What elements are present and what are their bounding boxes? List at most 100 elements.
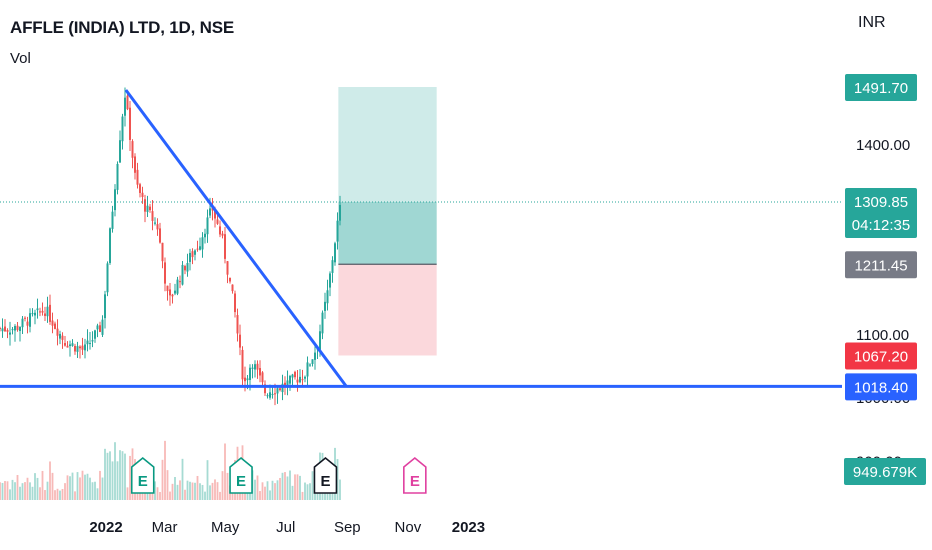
- candle-body: [76, 346, 79, 352]
- price-label-text: 1491.70: [854, 80, 908, 97]
- candle-body: [69, 344, 71, 347]
- candle-body: [31, 313, 34, 315]
- volume-bar: [299, 475, 301, 500]
- candle-body: [286, 380, 289, 387]
- candle-body: [174, 290, 176, 294]
- volume-bar: [111, 461, 114, 500]
- volume-bar: [226, 472, 229, 500]
- candle-body: [11, 329, 14, 331]
- volume-bar: [189, 481, 191, 500]
- volume-bar: [146, 490, 149, 500]
- candle-body: [109, 228, 111, 263]
- volume-bar: [24, 482, 26, 500]
- candle-body: [244, 377, 246, 382]
- volume-bar: [46, 481, 49, 500]
- volume-bar: [156, 487, 159, 500]
- candle-body: [19, 326, 21, 331]
- volume-bar: [261, 482, 264, 500]
- volume-bar: [166, 470, 169, 500]
- candle-body: [54, 323, 56, 329]
- volume-bar: [31, 486, 34, 500]
- candle-body: [134, 156, 136, 173]
- volume-bar: [119, 450, 121, 500]
- candle-body: [21, 318, 24, 328]
- candle-body: [16, 325, 19, 331]
- candle-body: [106, 263, 109, 293]
- volume-bar: [11, 479, 14, 500]
- candle-body: [269, 392, 271, 398]
- descending-trendline[interactable]: [124, 89, 348, 388]
- volume-bar: [54, 490, 56, 500]
- volume-bar: [76, 472, 79, 500]
- volume-bar: [39, 487, 41, 500]
- x-tick-label: 2023: [452, 519, 485, 536]
- candle-body: [196, 248, 199, 250]
- volume-bar: [66, 475, 69, 500]
- volume-bar: [71, 472, 74, 500]
- y-tick-label: 1100.00: [856, 327, 909, 344]
- candle-body: [281, 383, 284, 393]
- profit-zone[interactable]: [338, 86, 437, 265]
- candle-body: [311, 359, 314, 364]
- candle-body: [339, 204, 341, 221]
- candle-body: [234, 293, 236, 313]
- loss-zone[interactable]: [338, 264, 437, 356]
- candle-body: [309, 364, 311, 366]
- volume-bar: [281, 472, 284, 500]
- volume-bar: [336, 459, 339, 500]
- volume-bar: [154, 481, 156, 500]
- candle-body: [9, 332, 11, 335]
- volume-legend: Vol: [10, 50, 31, 67]
- volume-bar: [19, 486, 21, 500]
- candle-body: [94, 330, 96, 339]
- earnings-badge: [403, 456, 427, 494]
- volume-bar: [291, 485, 294, 500]
- candle-body: [209, 208, 211, 216]
- price-label-last: 1309.85 04:12:35: [845, 188, 917, 239]
- candle-body: [71, 343, 74, 346]
- candle-body: [239, 334, 241, 348]
- candle-body: [194, 250, 196, 255]
- y-tick-label: 1400.00: [856, 137, 910, 154]
- volume-bar: [121, 451, 124, 500]
- earnings-marker[interactable]: E: [313, 456, 338, 494]
- candle-body: [276, 388, 279, 394]
- volume-bar: [289, 470, 291, 500]
- volume-bar: [126, 487, 129, 500]
- candle-body: [249, 367, 251, 380]
- candle-body: [81, 345, 84, 350]
- volume-bar: [301, 491, 304, 500]
- volume-bar: [184, 489, 186, 500]
- volume-bar: [94, 481, 96, 500]
- candle-body: [24, 317, 26, 319]
- earnings-marker[interactable]: E: [229, 456, 253, 494]
- earnings-badge: [130, 456, 155, 494]
- volume-bar: [316, 490, 319, 500]
- volume-bar: [106, 452, 109, 500]
- time-axis[interactable]: [0, 505, 842, 550]
- candle-body: [296, 379, 299, 383]
- volume-bar: [14, 482, 16, 500]
- earnings-marker[interactable]: E: [130, 456, 155, 494]
- candle-body: [176, 279, 179, 294]
- volume-bar: [51, 472, 54, 500]
- candle-body: [306, 362, 309, 377]
- volume-bar: [284, 472, 286, 500]
- candle-body: [141, 192, 144, 197]
- candle-body: [6, 330, 9, 332]
- x-tick-label: May: [211, 519, 240, 536]
- volume-bar: [169, 491, 171, 500]
- candle-body: [204, 233, 206, 238]
- volume-bar: [219, 491, 221, 500]
- candle-body: [121, 116, 124, 142]
- candle-body: [49, 304, 51, 322]
- volume-bar: [181, 458, 184, 500]
- candle-body: [301, 379, 304, 381]
- candle-body: [14, 326, 16, 331]
- volume-bar: [171, 483, 174, 500]
- earnings-marker[interactable]: E: [403, 456, 427, 494]
- candle-body: [84, 344, 86, 351]
- candle-body: [189, 252, 191, 262]
